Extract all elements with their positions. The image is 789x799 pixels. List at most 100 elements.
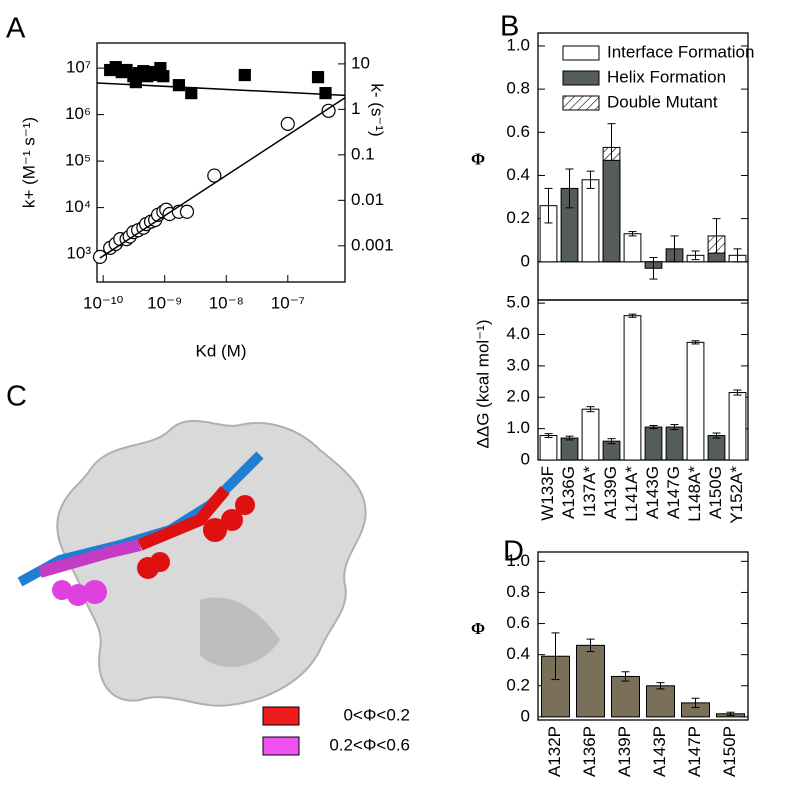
bar [707,435,726,461]
y-tick-label: 3.0 [506,355,530,374]
legend-label: Interface Formation [607,42,754,61]
error-bar [712,432,721,439]
error-bar [733,389,742,396]
point [311,71,325,84]
error-bar [628,231,637,237]
legend-label: Helix Formation [607,67,726,86]
bar [646,685,675,718]
protein-illustration [17,420,367,707]
bar [611,675,640,718]
x-tick-label: A136P [580,726,599,777]
legend-swatch [262,736,300,756]
y-tick-label: 10⁴ [65,197,91,216]
y2-tick-label: 10 [351,53,370,72]
y2-tick-label: 0.01 [351,190,384,209]
point [280,116,295,131]
x-tick-label: A143P [650,726,669,777]
y-tick-label: 1.0 [506,35,530,54]
bar [623,315,642,461]
point [185,87,198,100]
bar [686,341,705,461]
bar [581,408,600,461]
x-tick-label: A147P [685,726,704,777]
legend-swatch [562,45,600,61]
panel-label: A [6,13,26,45]
error-bar [670,424,679,431]
y-tick-label: 0 [521,251,530,270]
panel-label: C [6,381,27,413]
plot-frame [96,42,346,283]
y2-axis-title: k- (s⁻¹) [368,83,387,136]
y-tick-label: 10⁷ [66,58,91,77]
error-bar [551,632,560,681]
bar [539,435,558,461]
error-bar [656,682,665,690]
y-tick-label: 10⁵ [65,151,91,170]
y-tick-label: 10⁶ [65,104,91,123]
error-bar [621,671,630,682]
y-tick-label: 0.8 [506,79,530,98]
error-bar [544,187,553,224]
bar [576,644,605,718]
error-bar [691,697,700,709]
x-tick-label: 10⁻¹⁰ [83,293,124,312]
legend-label: 0.2<Φ<0.6 [329,735,410,754]
y2-tick-label: 0.1 [351,144,375,163]
error-bar [565,435,574,441]
point [179,204,195,219]
x-tick-label: A132P [545,726,564,777]
y-axis-title: Φ [471,619,485,638]
point [207,168,222,183]
panel-label: D [503,536,524,568]
error-bar [607,438,616,445]
x-tick-label: A150G [706,466,725,519]
y-tick-label: 5.0 [506,293,530,312]
x-tick-label: 10⁻⁹ [147,293,182,312]
point [172,79,185,92]
x-axis-title: Kd (M) [196,341,247,360]
error-bar [586,638,595,653]
error-bar [691,340,700,345]
protein-surface [56,420,367,707]
error-bar [726,711,735,716]
point [157,70,170,83]
y-tick-label: 0 [521,706,530,725]
plot-frame [537,551,749,721]
y-tick-label: 0.2 [506,208,530,227]
y-tick-label: 0.2 [506,675,530,694]
bar [665,426,684,461]
bar [581,179,600,263]
x-tick-label: A139P [615,726,634,777]
x-tick-label: A150P [720,726,739,777]
point [321,103,336,118]
x-tick-label: L141A* [622,466,641,522]
legend-label: Double Mutant [607,92,718,111]
x-tick-label: A136G [559,466,578,519]
x-tick-label: A143G [643,466,662,519]
error-bar [670,235,679,263]
bar [707,252,726,263]
legend-swatch [562,95,600,111]
y-tick-label: 0.4 [506,644,530,663]
x-tick-label: A139G [601,466,620,519]
error-bar [649,256,658,280]
error-bar [586,406,595,413]
y2-tick-label: 0.001 [351,235,394,254]
fit-line [99,97,346,259]
x-tick-label: W133F [538,466,557,521]
y-tick-label: 0.4 [506,165,530,184]
error-bar [628,313,637,318]
surface-shading [200,597,280,667]
bar [623,233,642,263]
x-tick-label: I137A* [580,466,599,517]
x-tick-label: A147G [664,466,683,519]
legend-swatch [562,70,600,86]
y-tick-label: 1.0 [506,418,530,437]
x-tick-label: L148A* [685,466,704,522]
x-tick-label: 10⁻⁸ [209,293,244,312]
error-bar [691,250,700,261]
point [120,63,133,77]
y-axis-title: Φ [471,149,485,168]
plot-frame [537,299,749,461]
